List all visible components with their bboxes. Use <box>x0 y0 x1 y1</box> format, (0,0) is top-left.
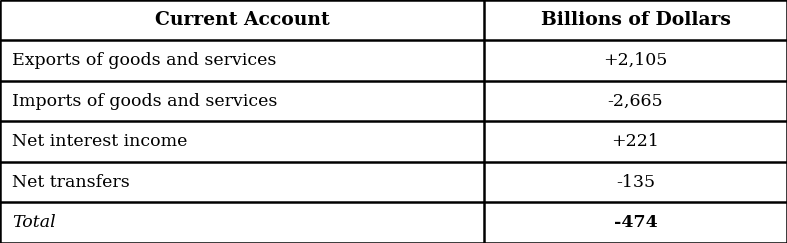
Text: -2,665: -2,665 <box>608 93 663 110</box>
Text: -135: -135 <box>616 174 655 191</box>
Text: Total: Total <box>12 214 55 231</box>
Text: Current Account: Current Account <box>154 11 330 29</box>
Text: Billions of Dollars: Billions of Dollars <box>541 11 730 29</box>
Text: Net transfers: Net transfers <box>12 174 130 191</box>
Text: -474: -474 <box>614 214 657 231</box>
Text: Net interest income: Net interest income <box>12 133 187 150</box>
Text: +2,105: +2,105 <box>604 52 667 69</box>
Text: Exports of goods and services: Exports of goods and services <box>12 52 276 69</box>
Text: +221: +221 <box>611 133 660 150</box>
Text: Imports of goods and services: Imports of goods and services <box>12 93 277 110</box>
